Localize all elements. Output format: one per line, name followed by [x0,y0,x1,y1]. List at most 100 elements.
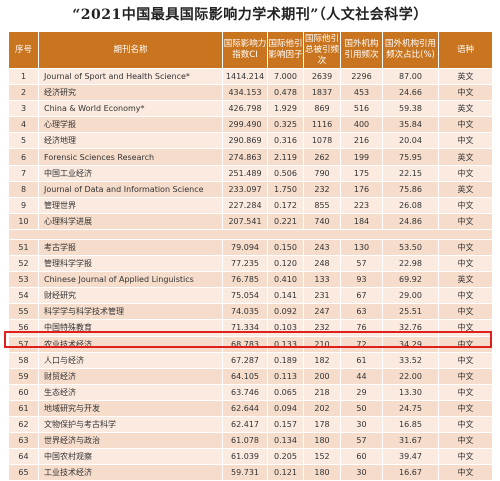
cell-foreign-ratio: 24.86 [382,212,439,230]
cell-rank: 4 [8,116,39,134]
table-row: 2 经济研究 434.153 0.478 1837 453 24.66 中文 [8,84,493,102]
cell-rank: 10 [8,212,39,230]
header-journal-name: 期刊名称 [38,31,223,69]
cell-foreign-ratio: 39.47 [382,448,439,466]
cell-language: 中文 [438,335,493,353]
cell-language: 英文 [438,100,493,118]
cell-foreign-ratio: 33.52 [382,351,439,369]
cell-foreign-citations: 57 [340,432,383,450]
cell-impact-factor: 0.150 [267,238,304,257]
cell-foreign-citations: 453 [340,84,383,102]
cell-foreign-citations: 67 [340,287,383,305]
cell-impact-factor: 0.478 [267,84,304,102]
cell-impact-factor: 0.065 [267,383,304,401]
cell-journal-name: Forensic Sciences Research [38,148,223,166]
cell-ci-index: 64.105 [222,367,268,385]
cell-foreign-ratio: 75.86 [382,180,439,198]
cell-journal-name: 中国特殊教育 [38,319,223,337]
cell-journal-name: 人口与经济 [38,351,223,369]
cell-total-citations: 182 [303,351,341,369]
cell-ci-index: 426.798 [222,100,268,118]
cell-rank: 56 [8,319,39,337]
cell-total-citations: 178 [303,415,341,434]
cell-language: 中文 [438,132,493,150]
cell-foreign-citations: 184 [340,212,383,230]
cell-rank: 59 [8,367,39,385]
cell-language: 英文 [438,67,493,86]
cell-impact-factor: 7.000 [267,67,304,86]
cell-foreign-citations: 176 [340,180,383,198]
journal-ranking-table: 序号 期刊名称 国际影响力指数CI 国际他引影响因子 国际他引总被引频次 国外机… [8,31,493,481]
table-row: 56 中国特殊教育 71.334 0.103 232 76 32.76 中文 [8,319,493,337]
cell-ci-index: 71.334 [222,319,268,337]
cell-foreign-citations: 50 [340,399,383,417]
cell-foreign-citations: 30 [340,464,383,481]
cell-journal-name: China & World Economy* [38,100,223,118]
cell-journal-name: 经济研究 [38,84,223,102]
cell-total-citations: 232 [303,319,341,337]
cell-total-citations: 1116 [303,116,341,134]
cell-journal-name: 考古学报 [38,238,223,257]
cell-foreign-citations: 30 [340,415,383,434]
table-row: 8 Journal of Data and Information Science… [8,180,493,198]
cell-impact-factor: 0.120 [267,255,304,273]
cell-ci-index: 59.731 [222,464,268,481]
cell-ci-index: 61.039 [222,448,268,466]
cell-language: 中文 [438,367,493,385]
cell-impact-factor: 0.325 [267,116,304,134]
cell-language: 中文 [438,196,493,214]
cell-foreign-ratio: 22.15 [382,164,439,182]
cell-ci-index: 76.785 [222,271,268,289]
cell-ci-index: 75.054 [222,287,268,305]
cell-language: 中文 [438,255,493,273]
cell-language: 中文 [438,303,493,321]
cell-ci-index: 62.417 [222,415,268,434]
cell-total-citations: 133 [303,271,341,289]
table-row: 52 管理科学学报 77.235 0.120 248 57 22.98 中文 [8,255,493,273]
table-row: 9 管理世界 227.284 0.172 855 223 26.08 中文 [8,196,493,214]
cell-journal-name: 世界经济与政治 [38,432,223,450]
cell-ci-index: 1414.214 [222,67,268,86]
cell-foreign-citations: 516 [340,100,383,118]
cell-journal-name: 文物保护与考古科学 [38,415,223,434]
cell-ci-index: 290.869 [222,132,268,150]
cell-language: 英文 [438,271,493,289]
cell-foreign-citations: 400 [340,116,383,134]
cell-language: 中文 [438,351,493,369]
cell-rank: 5 [8,132,39,150]
cell-language: 中文 [438,415,493,434]
cell-total-citations: 262 [303,148,341,166]
cell-language: 中文 [438,238,493,257]
cell-rank: 63 [8,432,39,450]
cell-impact-factor: 0.410 [267,271,304,289]
cell-journal-name: 财贸经济 [38,367,223,385]
header-foreign-ratio: 国外机构引用频次占比(%) [382,31,439,69]
cell-language: 中文 [438,464,493,481]
cell-impact-factor: 0.121 [267,464,304,481]
header-ci-index: 国际影响力指数CI [222,31,268,69]
cell-impact-factor: 0.092 [267,303,304,321]
cell-rank: 6 [8,148,39,166]
cell-ci-index: 434.153 [222,84,268,102]
cell-total-citations: 869 [303,100,341,118]
table-row-highlighted: 58 人口与经济 67.287 0.189 182 61 33.52 中文 [8,351,493,369]
cell-journal-name: 心理科学进展 [38,212,223,230]
cell-rank: 9 [8,196,39,214]
cell-journal-name: 农业技术经济 [38,335,223,353]
cell-foreign-ratio: 26.08 [382,196,439,214]
header-language: 语种 [438,31,493,69]
cell-foreign-citations: 76 [340,319,383,337]
cell-language: 英文 [438,148,493,166]
table-row: 65 工业技术经济 59.731 0.121 180 30 16.67 中文 [8,464,493,481]
cell-total-citations: 1837 [303,84,341,102]
cell-total-citations: 202 [303,399,341,417]
cell-foreign-ratio: 16.67 [382,464,439,481]
cell-ci-index: 227.284 [222,196,268,214]
cell-rank: 54 [8,287,39,305]
table-row: 64 中国农村观察 61.039 0.205 152 60 39.47 中文 [8,448,493,466]
header-total-citations: 国际他引总被引频次 [303,31,341,69]
cell-total-citations: 210 [303,335,341,353]
cell-foreign-ratio: 16.85 [382,415,439,434]
cell-total-citations: 2639 [303,67,341,86]
cell-rank: 1 [8,67,39,86]
